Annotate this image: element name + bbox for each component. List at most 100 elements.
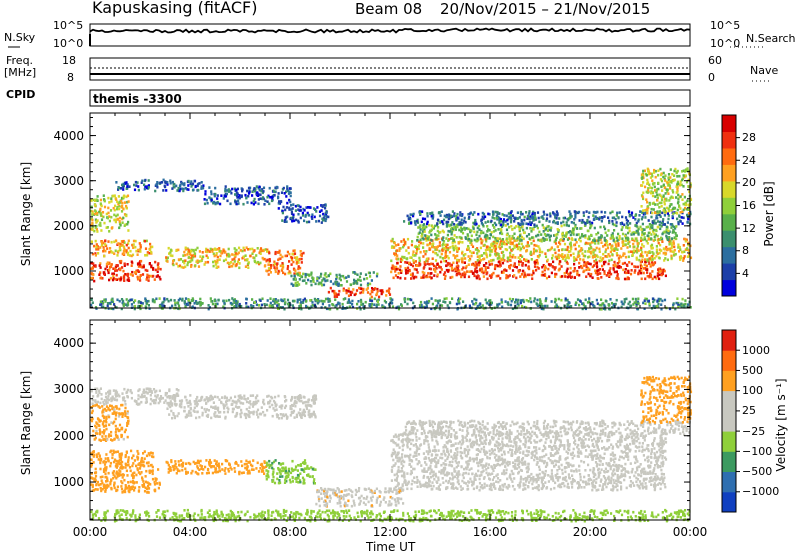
heatmap-cell (159, 181, 162, 184)
heatmap-cell (236, 302, 239, 305)
heatmap-cell (485, 253, 488, 257)
heatmap-cell (566, 267, 569, 271)
heatmap-cell (654, 195, 657, 198)
heatmap-cell (323, 204, 326, 207)
heatmap-cell (157, 267, 160, 270)
heatmap-cell (657, 238, 660, 241)
heatmap-cell (138, 261, 141, 265)
heatmap-cell (113, 458, 117, 462)
heatmap-cell (513, 262, 516, 265)
heatmap-cell (131, 253, 135, 257)
heatmap-cell (420, 220, 423, 224)
heatmap-cell (594, 271, 597, 275)
heatmap-cell (498, 243, 501, 246)
heatmap-cell (651, 260, 654, 264)
heatmap-cell (640, 217, 643, 221)
heatmap-cell (647, 206, 650, 210)
heatmap-cell (433, 274, 436, 277)
heatmap-cell (302, 298, 305, 302)
heatmap-cell (282, 205, 285, 209)
heatmap-cell (515, 266, 518, 269)
heatmap-cell (588, 211, 591, 214)
heatmap-cell (655, 254, 658, 258)
heatmap-cell (648, 275, 651, 278)
heatmap-cell (293, 252, 297, 255)
heatmap-cell (575, 233, 578, 237)
heatmap-cell (443, 259, 446, 263)
heatmap-cell (120, 487, 124, 491)
heatmap-cell (297, 208, 300, 211)
heatmap-cell (235, 248, 238, 252)
heatmap-cell (127, 419, 130, 423)
heatmap-cell (474, 270, 477, 273)
heatmap-cell (197, 188, 200, 192)
heatmap-cell (661, 240, 664, 243)
heatmap-cell (595, 258, 598, 262)
heatmap-cell (251, 194, 254, 197)
heatmap-cell (509, 303, 513, 307)
heatmap-cell (461, 273, 464, 276)
heatmap-cell (630, 233, 633, 236)
heatmap-cell (295, 218, 298, 222)
heatmap-cell (570, 221, 573, 224)
heatmap-cell (620, 255, 623, 259)
heatmap-cell (392, 276, 395, 280)
heatmap-cell (678, 250, 681, 253)
heatmap-cell (151, 469, 154, 472)
heatmap-cell (333, 291, 336, 295)
heatmap-cell (512, 264, 515, 268)
heatmap-cell (251, 247, 254, 251)
heatmap-cell (298, 271, 301, 275)
heatmap-cell (436, 273, 439, 276)
heatmap-cell (317, 298, 320, 301)
heatmap-cell (105, 262, 108, 266)
heatmap-cell (107, 307, 110, 310)
heatmap-cell (359, 307, 362, 311)
heatmap-cell (109, 464, 112, 468)
heatmap-cell (144, 480, 147, 484)
heatmap-cell (278, 249, 281, 253)
heatmap-cell (521, 225, 524, 228)
heatmap-cell (563, 254, 567, 257)
heatmap-cell (253, 197, 256, 201)
heatmap-cell (625, 271, 628, 275)
heatmap-cell (413, 220, 417, 223)
heatmap-cell (402, 245, 405, 249)
heatmap-cell (677, 197, 680, 201)
heatmap-cell (394, 274, 398, 277)
heatmap-cell (582, 302, 585, 305)
heatmap-cell (513, 232, 516, 236)
heatmap-cell (679, 220, 682, 223)
heatmap-cell (90, 406, 93, 409)
heatmap-cell (529, 215, 532, 218)
heatmap-cell (445, 247, 448, 250)
heatmap-cell (292, 278, 295, 281)
heatmap-cell (115, 462, 118, 466)
heatmap-cell (122, 299, 125, 303)
heatmap-cell (644, 297, 647, 301)
heatmap-cell (120, 464, 123, 467)
heatmap-cell (619, 266, 622, 269)
heatmap-cell (151, 472, 154, 476)
heatmap-cell (139, 279, 142, 282)
heatmap-cell (570, 275, 573, 279)
heatmap-cell (500, 245, 503, 248)
heatmap-cell (109, 461, 112, 465)
heatmap-cell (309, 299, 312, 302)
heatmap-cell (410, 263, 413, 266)
heatmap-cell (269, 297, 272, 300)
heatmap-cell (646, 271, 649, 274)
heatmap-cell (127, 272, 130, 276)
heatmap-cell (624, 236, 628, 240)
heatmap-cell (546, 304, 549, 308)
heatmap-cell (90, 272, 93, 275)
heatmap-cell (648, 201, 651, 205)
heatmap-cell (104, 475, 107, 479)
heatmap-cell (639, 254, 642, 258)
heatmap-cell (406, 297, 409, 301)
heatmap-cell (627, 231, 630, 235)
heatmap-cell (580, 221, 583, 224)
heatmap-cell (478, 303, 481, 307)
heatmap-cell (460, 236, 463, 240)
heatmap-cell (238, 196, 241, 200)
